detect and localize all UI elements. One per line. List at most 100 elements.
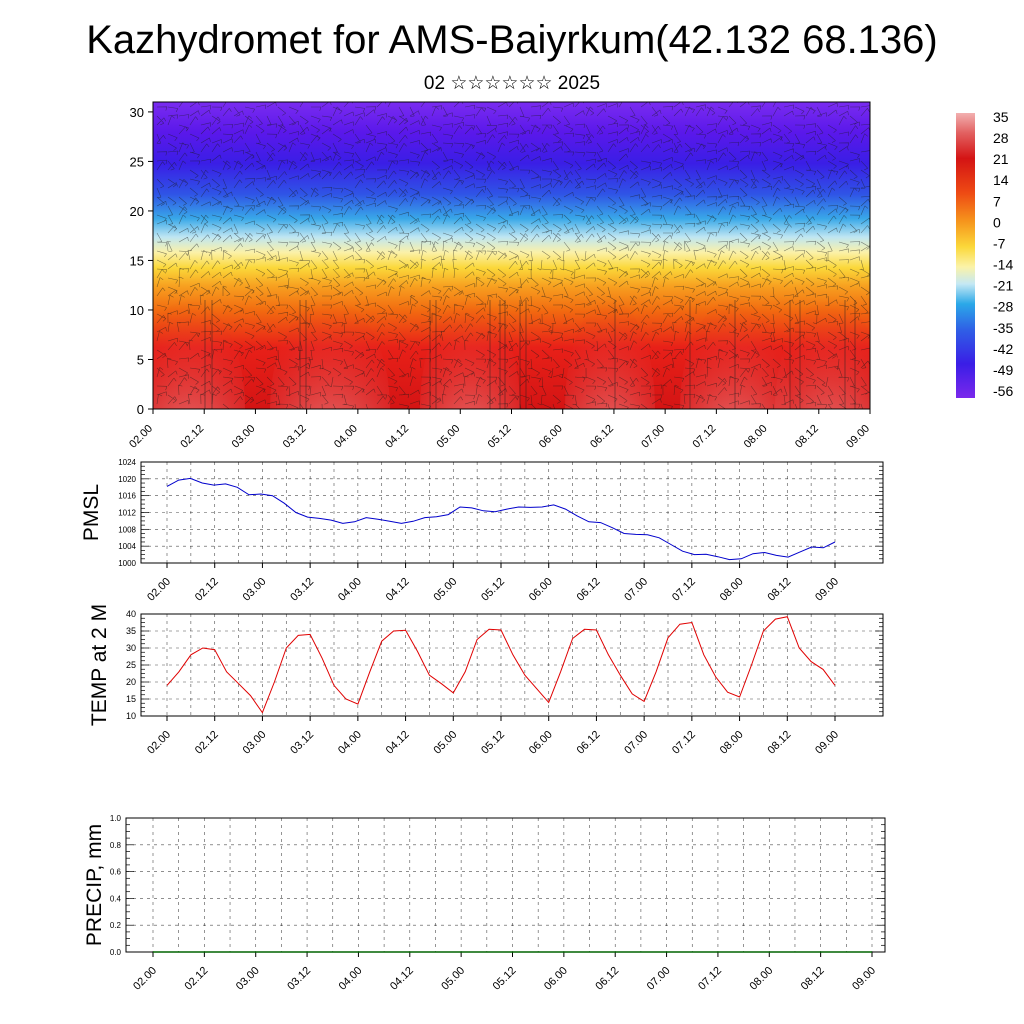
temp-y-tick-label: 30 <box>126 643 136 653</box>
colorbar-label: -49 <box>993 362 1013 378</box>
heatmap-x-tick-label: 06.00 <box>537 423 565 451</box>
precip-x-tick-label: 04.00 <box>337 965 365 993</box>
precip-y-tick-label: 0.2 <box>110 921 122 930</box>
pmsl-minor-ticks <box>141 461 883 564</box>
colorbar-label: -14 <box>993 257 1013 273</box>
temp-x-tick-label: 07.12 <box>670 729 698 757</box>
precip-x-tick-label: 04.12 <box>388 965 416 993</box>
temp-y-tick-label: 40 <box>126 609 136 619</box>
colorbar-label: 28 <box>993 130 1009 146</box>
colorbar-label: -21 <box>993 278 1013 294</box>
heatmap-x-tick-label: 08.00 <box>742 423 770 451</box>
temp-x-tick-label: 06.12 <box>575 729 603 757</box>
colorbar-gradient <box>956 113 975 398</box>
temp-y-tick-label: 35 <box>126 626 136 636</box>
heatmap-x-tick-label: 04.00 <box>332 423 360 451</box>
pmsl-x-tick-label: 03.00 <box>241 576 269 604</box>
heatmap-x-tick-label: 05.00 <box>434 423 462 451</box>
precip-y-tick-label: 0.6 <box>110 868 122 877</box>
pmsl-y-tick-label: 1020 <box>118 475 136 484</box>
heatmap-x-tick-label: 07.12 <box>691 423 719 451</box>
warm-surface-blob <box>153 299 245 409</box>
pmsl-x-tick-label: 08.12 <box>765 576 793 604</box>
page-title: Kazhydromet for AMS-Baiyrkum(42.132 68.1… <box>86 18 938 62</box>
precip-frame <box>125 817 886 953</box>
pmsl-x-tick-label: 04.00 <box>336 576 364 604</box>
temp-x-tick-label: 09.00 <box>813 729 841 757</box>
colorbar-label: -7 <box>993 235 1006 251</box>
precip-x-tick-label: 08.12 <box>799 965 827 993</box>
colorbar-label: 0 <box>993 214 1001 230</box>
pmsl-x-tick-label: 02.12 <box>193 576 221 604</box>
colorbar-label: -56 <box>993 383 1013 399</box>
temp-grid <box>141 614 883 716</box>
precip-y-axis-label: PRECIP, mm <box>83 824 106 946</box>
temp-series-line <box>166 616 836 714</box>
precip-x-tick-label: 07.00 <box>645 965 673 993</box>
temp-y-tick-label: 20 <box>126 677 136 687</box>
pmsl-x-tick-label: 09.00 <box>813 576 841 604</box>
heatmap-x-tick-label: 07.00 <box>639 423 667 451</box>
precip-x-tick-label: 06.12 <box>593 965 621 993</box>
heatmap-x-tick-label: 02.00 <box>127 423 155 451</box>
temp-x-tick-label: 03.00 <box>241 729 269 757</box>
precip-x-tick-label: 05.12 <box>491 965 519 993</box>
colorbar-label: 14 <box>993 172 1009 188</box>
heatmap-y-tick-label: 25 <box>130 154 144 169</box>
heatmap-x-tick-label: 04.12 <box>383 423 411 451</box>
heatmap-y-tick-label: 30 <box>130 105 144 120</box>
pmsl-x-tick-label: 03.12 <box>288 576 316 604</box>
precip-minor-ticks <box>126 817 885 953</box>
temp-x-tick-label: 06.00 <box>527 729 555 757</box>
precip-y-tick-label: 0.8 <box>110 841 122 850</box>
pmsl-y-tick-label: 1000 <box>118 559 136 568</box>
heatmap-x-tick-label: 02.12 <box>178 423 206 451</box>
colorbar-label: 21 <box>993 151 1009 167</box>
pmsl-x-tick-label: 06.12 <box>575 576 603 604</box>
colorbar-label: -42 <box>993 341 1013 357</box>
colorbar-label: 35 <box>993 109 1009 125</box>
precip-y-tick-label: 0.0 <box>110 948 122 957</box>
heatmap-x-tick-label: 03.00 <box>230 423 258 451</box>
pmsl-x-tick-label: 02.00 <box>145 576 173 604</box>
precip-x-tick-label: 07.12 <box>696 965 724 993</box>
precip-x-tick-label: 03.12 <box>285 965 313 993</box>
heatmap-x-tick-label: 05.12 <box>486 423 514 451</box>
warm-surface-blob <box>775 299 870 409</box>
pmsl-y-axis-label: PMSL <box>80 484 103 541</box>
pmsl-y-tick-label: 1012 <box>118 509 136 518</box>
heatmap-y-tick-label: 15 <box>130 253 144 268</box>
heatmap-y-tick-label: 5 <box>137 352 144 367</box>
precip-x-tick-label: 09.00 <box>850 965 878 993</box>
pmsl-x-tick-label: 05.12 <box>479 576 507 604</box>
pmsl-grid <box>141 462 883 563</box>
precip-x-tick-label: 05.00 <box>439 965 467 993</box>
heatmap-field <box>153 102 870 409</box>
temp-x-tick-label: 05.00 <box>431 729 459 757</box>
warm-surface-blob <box>420 299 520 409</box>
temp-minor-ticks <box>141 613 883 717</box>
colorbar-label: -28 <box>993 299 1013 315</box>
heatmap-x-tick-label: 06.12 <box>588 423 616 451</box>
pmsl-x-tick-label: 05.00 <box>431 576 459 604</box>
heatmap-x-tick-label: 08.12 <box>793 423 821 451</box>
heatmap-y-tick-label: 0 <box>137 402 144 417</box>
pmsl-y-tick-label: 1004 <box>118 542 136 551</box>
temp-x-tick-label: 03.12 <box>288 729 316 757</box>
heatmap-y-tick-label: 20 <box>130 204 144 219</box>
temp-x-tick-label: 02.00 <box>145 729 173 757</box>
vertical-wind-streaks <box>204 300 856 409</box>
temp-x-tick-label: 08.00 <box>718 729 746 757</box>
pmsl-y-tick-label: 1008 <box>118 525 136 534</box>
precip-x-tick-label: 06.00 <box>542 965 570 993</box>
wind-vertical-lines <box>204 300 856 409</box>
colorbar-label: -35 <box>993 320 1013 336</box>
temp-y-tick-label: 10 <box>126 711 136 721</box>
temp-x-tick-label: 07.00 <box>622 729 650 757</box>
temp-y-axis-label: TEMP at 2 M <box>88 604 111 726</box>
precip-y-tick-label: 0.4 <box>110 894 122 903</box>
wind-barb-field <box>156 102 870 409</box>
pmsl-series-line <box>166 477 836 561</box>
